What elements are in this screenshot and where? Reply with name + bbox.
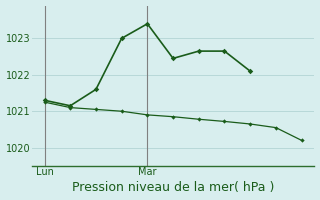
X-axis label: Pression niveau de la mer( hPa ): Pression niveau de la mer( hPa ) (72, 181, 274, 194)
